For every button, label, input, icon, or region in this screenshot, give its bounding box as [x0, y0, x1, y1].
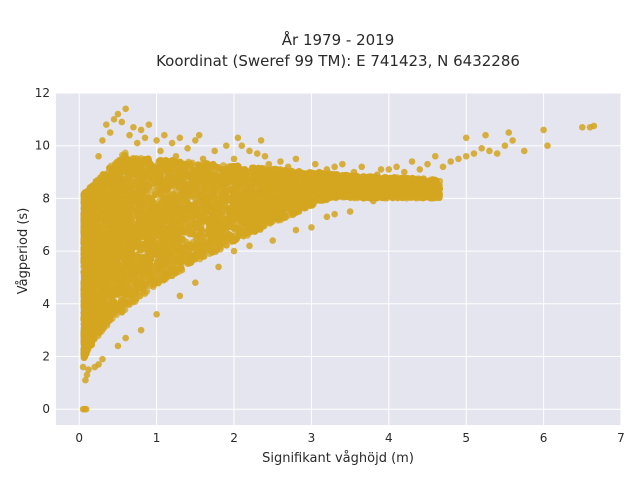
chart-title-line-1: År 1979 - 2019 [282, 30, 395, 49]
scatter-density-cloud [80, 149, 444, 362]
grid-lines [56, 92, 622, 425]
chart-title-line-2: Koordinat (Sweref 99 TM): E 741423, N 64… [156, 52, 520, 70]
